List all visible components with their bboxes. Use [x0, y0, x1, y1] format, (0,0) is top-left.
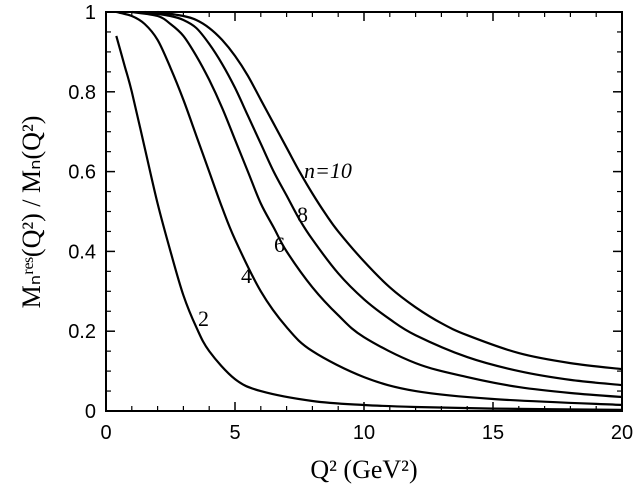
- y-tick-label: 0.6: [68, 162, 96, 184]
- curve-label-2: 2: [198, 306, 209, 331]
- x-tick-label: 20: [611, 422, 633, 444]
- series-line-n8: [144, 10, 623, 387]
- curves: [115, 10, 623, 411]
- y-tick-label: 0.2: [68, 321, 96, 343]
- y-axis-label: Mₙʳᵉˢ(Q²) / Mₙ(Q²): [17, 116, 46, 309]
- x-axis-label: Q² (GeV²): [310, 455, 417, 484]
- series-line-n6: [131, 10, 623, 399]
- y-tick-label: 0: [85, 401, 96, 423]
- curve-labels: 2 4 6 8 n=10: [198, 158, 352, 331]
- plot-frame: [105, 11, 623, 412]
- x-tick-label: 15: [482, 422, 504, 444]
- x-tick-labels: 0 5 10 15 20: [100, 422, 633, 444]
- curve-label-6: 6: [274, 232, 285, 257]
- series-line-n10: [157, 10, 623, 371]
- y-tick-label: 0.8: [68, 82, 96, 104]
- curve-label-10: n=10: [304, 158, 352, 183]
- x-tick-label: 5: [229, 422, 240, 444]
- curve-label-8: 8: [297, 202, 308, 227]
- x-tick-label: 10: [353, 422, 375, 444]
- y-tick-label: 1: [85, 2, 96, 24]
- ticks: [105, 11, 623, 412]
- curve-label-4: 4: [241, 263, 252, 288]
- y-tick-labels: 0 0.2 0.4 0.6 0.8 1: [68, 2, 96, 423]
- x-tick-label: 0: [100, 422, 111, 444]
- series-line-n4: [116, 10, 623, 407]
- series-line-n2: [115, 35, 623, 411]
- y-tick-label: 0.4: [68, 241, 96, 263]
